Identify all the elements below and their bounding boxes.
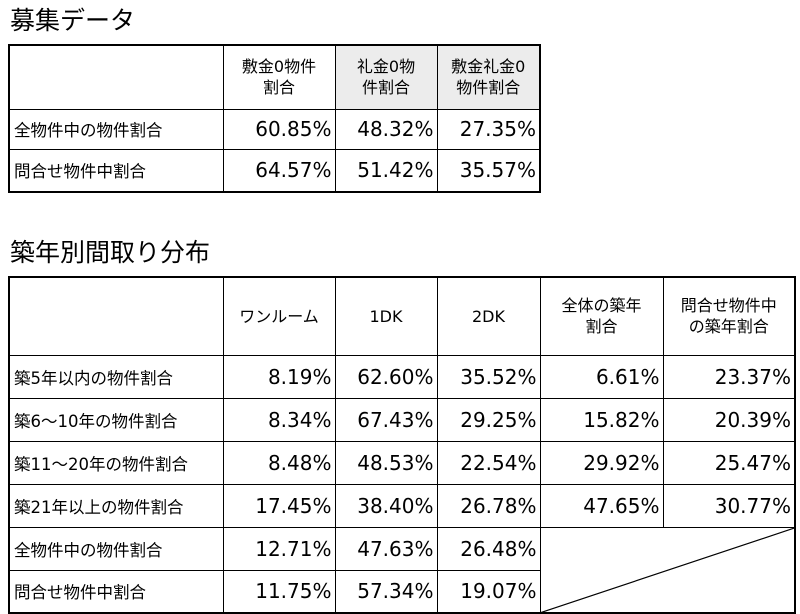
section1-title: 募集データ [10,6,136,35]
table-header-row: 敷金0物件 割合 礼金0物 件割合 敷金礼金0 物件割合 [8,44,541,110]
cell-value: 11.75% [222,569,336,614]
cell-value: 48.32% [334,108,438,150]
cell-value: 26.48% [436,526,541,571]
diagonal-line [541,528,795,613]
header-1dk: 1DK [334,276,438,356]
cell-value: 15.82% [539,397,664,442]
header-reikin0: 礼金0物 件割合 [334,44,438,110]
header-empty-cell [8,276,224,356]
cell-value: 23.37% [662,354,796,399]
cell-value: 35.52% [436,354,541,399]
recruitment-table: 敷金0物件 割合 礼金0物 件割合 敷金礼金0 物件割合 全物件中の物件割合 60.8… [8,44,541,193]
row-label: 築6～10年の物件割合 [8,397,224,442]
building-age-table: ワンルーム 1DK 2DK 全体の築年 割合 問合せ物件中 の築年割合 築5年以内の… [8,276,796,614]
cell-value: 38.40% [334,483,438,528]
table-row: 問合せ物件中割合 64.57% 51.42% 35.57% [8,148,541,193]
cell-value: 26.78% [436,483,541,528]
cell-value: 64.57% [222,148,336,193]
diagonal-blank-cell [539,526,796,614]
table-row: 築21年以上の物件割合 17.45% 38.40% 26.78% 47.65% … [8,483,796,528]
cell-value: 20.39% [662,397,796,442]
row-label: 問合せ物件中割合 [8,569,224,614]
cell-value: 8.34% [222,397,336,442]
header-shikikin0: 敷金0物件 割合 [222,44,336,110]
header-overall-age-share: 全体の築年 割合 [539,276,664,356]
row-label: 築11～20年の物件割合 [8,440,224,485]
cell-value: 62.60% [334,354,438,399]
row-label: 築21年以上の物件割合 [8,483,224,528]
cell-value: 30.77% [662,483,796,528]
cell-value: 51.42% [334,148,438,193]
cell-value: 17.45% [222,483,336,528]
header-inquiry-age-share: 問合せ物件中 の築年割合 [662,276,796,356]
cell-value: 25.47% [662,440,796,485]
row-label: 問合せ物件中割合 [8,148,224,193]
table-row: 問合せ物件中割合 11.75% 57.34% 19.07% [8,569,795,614]
cell-value: 29.25% [436,397,541,442]
header-one-room: ワンルーム [222,276,336,356]
table-row: 全物件中の物件割合 60.85% 48.32% 27.35% [8,108,541,150]
cell-value: 67.43% [334,397,438,442]
section2-title: 築年別間取り分布 [10,238,211,267]
table-row: 築6～10年の物件割合 8.34% 67.43% 29.25% 15.82% 2… [8,397,796,442]
cell-value: 60.85% [222,108,336,150]
header-2dk: 2DK [436,276,541,356]
cell-value: 19.07% [436,569,541,614]
cell-value: 47.63% [334,526,438,571]
row-label: 全物件中の物件割合 [8,526,224,571]
table-header-row: ワンルーム 1DK 2DK 全体の築年 割合 問合せ物件中 の築年割合 [8,276,796,356]
row-label: 全物件中の物件割合 [8,108,224,150]
table-row: 築5年以内の物件割合 8.19% 62.60% 35.52% 6.61% 23.… [8,354,796,399]
cell-value: 57.34% [334,569,438,614]
cell-value: 6.61% [539,354,664,399]
table-row: 築11～20年の物件割合 8.48% 48.53% 22.54% 29.92% … [8,440,796,485]
table-row: 全物件中の物件割合 12.71% 47.63% 26.48% [8,526,796,614]
cell-value: 48.53% [334,440,438,485]
cell-value: 29.92% [539,440,664,485]
header-shikikin-reikin0: 敷金礼金0 物件割合 [436,44,541,110]
cell-value: 12.71% [222,526,336,571]
cell-value: 8.48% [222,440,336,485]
cell-value: 22.54% [436,440,541,485]
row-label: 築5年以内の物件割合 [8,354,224,399]
cell-value: 8.19% [222,354,336,399]
cell-value: 35.57% [436,148,541,193]
header-empty-cell [8,44,224,110]
cell-value: 47.65% [539,483,664,528]
cell-value: 27.35% [436,108,541,150]
